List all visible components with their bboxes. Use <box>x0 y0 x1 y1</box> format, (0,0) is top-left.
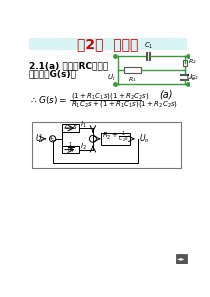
Bar <box>124 67 141 73</box>
Text: 传递函数G(s)。: 传递函数G(s)。 <box>29 69 76 78</box>
Text: $R_1$: $R_1$ <box>128 75 137 84</box>
Text: $R_2$: $R_2$ <box>188 57 197 66</box>
Text: $U_i$: $U_i$ <box>107 72 116 83</box>
Text: I: I <box>92 128 94 134</box>
Text: $\frac{1}{R_1}$: $\frac{1}{R_1}$ <box>67 141 74 156</box>
Text: $R_2+\frac{1}{C_2s}$: $R_2+\frac{1}{C_2s}$ <box>102 130 129 145</box>
Bar <box>33 122 181 168</box>
Bar <box>62 124 79 132</box>
Text: ◄►: ◄► <box>177 256 186 261</box>
Text: $\therefore G(s)=$: $\therefore G(s)=$ <box>29 94 68 105</box>
Text: $C_1$: $C_1$ <box>144 41 154 51</box>
Text: (a): (a) <box>159 90 172 100</box>
Bar <box>101 133 130 145</box>
Text: $C_2$: $C_2$ <box>190 73 198 82</box>
Text: $R_1C_2s+(1+R_1C_1s)(1+R_2C_2s)$: $R_1C_2s+(1+R_1C_1s)(1+R_2C_2s)$ <box>71 99 178 109</box>
Text: $I_1$: $I_1$ <box>80 120 87 130</box>
Text: $C_1s$: $C_1s$ <box>64 123 77 133</box>
Bar <box>176 254 188 263</box>
Text: 2.1(a) 求图示RC电路的: 2.1(a) 求图示RC电路的 <box>29 61 108 70</box>
Text: $U_o$: $U_o$ <box>139 132 149 145</box>
Text: −: − <box>50 138 56 144</box>
Text: $U_r$: $U_r$ <box>35 132 45 145</box>
Text: $U_o$: $U_o$ <box>186 72 196 83</box>
Bar <box>183 59 188 66</box>
Text: +: + <box>49 135 54 140</box>
Bar <box>29 38 187 50</box>
Text: 第2章  习题解: 第2章 习题解 <box>77 37 138 51</box>
Bar <box>62 146 79 154</box>
Text: $(1+R_1C_1s)(1+R_2C_2s)$: $(1+R_1C_1s)(1+R_2C_2s)$ <box>71 91 150 101</box>
Text: $I_2$: $I_2$ <box>80 141 87 152</box>
